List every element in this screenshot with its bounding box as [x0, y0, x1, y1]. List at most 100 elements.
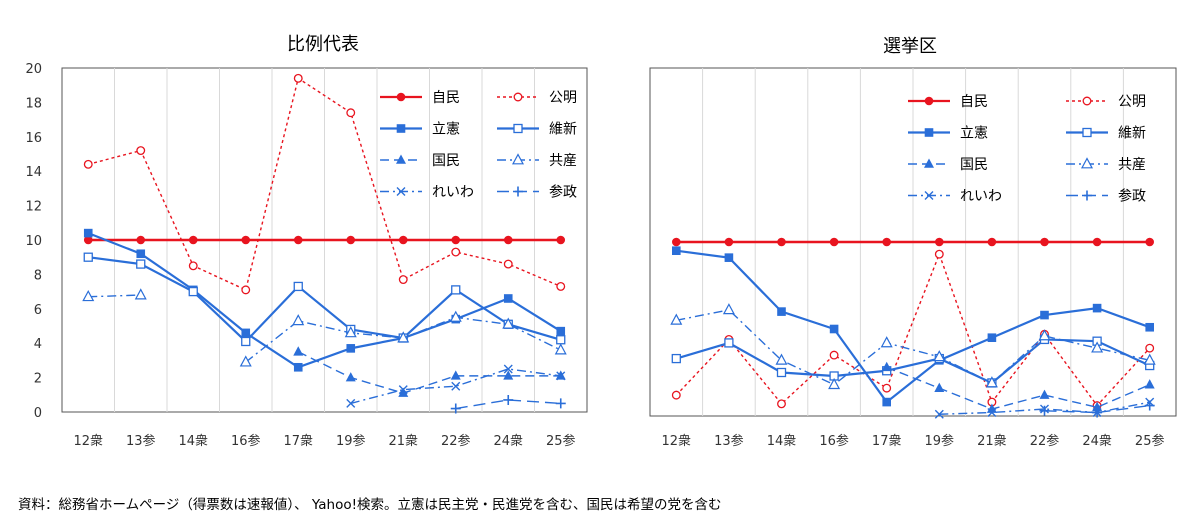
legend-label: 立憲	[432, 121, 460, 138]
data-point	[398, 235, 408, 245]
legend-marker	[513, 186, 523, 197]
legend-marker	[924, 158, 934, 168]
series-自民	[83, 235, 566, 245]
data-point	[934, 249, 944, 259]
legend-marker	[924, 96, 934, 106]
series-公明	[83, 73, 566, 295]
data-point	[1092, 407, 1103, 418]
data-point	[1092, 401, 1103, 412]
data-point	[777, 399, 786, 409]
data-point	[83, 235, 93, 245]
data-point	[828, 377, 841, 390]
legend-label: 自民	[432, 90, 460, 106]
x-tick-label: 22参	[441, 433, 471, 449]
legend-marker	[924, 128, 934, 137]
series-line	[886, 366, 1150, 410]
legend-label: 国民	[432, 153, 460, 169]
legend-item: 公明	[497, 90, 577, 106]
y-tick-label: 20	[25, 62, 42, 77]
data-point	[724, 237, 734, 247]
series-line	[297, 351, 561, 394]
legend-label: 公明	[1118, 94, 1146, 110]
data-point	[503, 294, 513, 303]
data-point	[1143, 353, 1156, 365]
y-tick-label: 18	[25, 96, 42, 111]
series-line	[676, 309, 1150, 386]
data-point	[344, 326, 357, 338]
data-point	[1040, 310, 1049, 320]
legend-label: 共産	[549, 153, 577, 169]
data-point	[882, 397, 891, 407]
data-point	[83, 252, 93, 262]
data-point	[1145, 322, 1154, 332]
data-point	[397, 331, 410, 343]
data-point	[1039, 389, 1050, 399]
legend-label: れいわ	[960, 189, 1002, 205]
data-point	[880, 336, 893, 348]
x-tick-label: 25参	[546, 433, 576, 449]
data-point	[671, 390, 681, 400]
data-point	[451, 285, 461, 295]
legend-item: 参政	[1066, 188, 1146, 205]
data-point	[829, 237, 839, 247]
figure: 比例代表 0 2 4 6 8 10 12 14 16 18 20 12衆 13参 14衆 16参 17衆 19参 2…	[25, 34, 1177, 449]
series-参政	[1039, 400, 1155, 418]
y-tick-label: 2	[34, 372, 42, 387]
data-point	[554, 343, 567, 355]
data-point	[188, 286, 198, 297]
data-point	[935, 237, 944, 247]
data-point	[776, 367, 787, 378]
data-point	[1145, 237, 1154, 247]
data-point	[241, 285, 251, 295]
legend-item: 自民	[380, 90, 460, 106]
data-point	[398, 385, 408, 395]
data-point	[503, 259, 513, 269]
data-point	[451, 381, 461, 391]
data-point	[1092, 237, 1102, 247]
legend-item: 自民	[908, 94, 988, 110]
data-point	[451, 235, 461, 245]
data-point	[722, 303, 735, 315]
data-point	[1091, 341, 1104, 353]
data-point	[451, 247, 461, 257]
x-tick-label: 13参	[714, 433, 744, 449]
data-point	[346, 344, 356, 353]
data-point	[987, 408, 997, 418]
y-tick-label: 4	[34, 337, 42, 352]
series-line	[939, 401, 1150, 415]
data-point	[671, 353, 681, 364]
data-point	[83, 228, 93, 238]
legend-label: 公明	[549, 90, 577, 106]
data-point	[985, 376, 998, 388]
series-自民	[672, 237, 1154, 247]
legend-marker	[513, 123, 523, 134]
data-point	[82, 289, 95, 302]
y-tick-label: 0	[34, 406, 42, 421]
legend-marker	[1080, 157, 1094, 169]
legend-label: 維新	[1118, 126, 1146, 142]
data-point	[398, 275, 408, 285]
series-参政	[450, 394, 566, 414]
data-point	[136, 259, 146, 269]
data-point	[672, 237, 681, 247]
x-tick-label: 14衆	[767, 433, 797, 449]
x-tick-label: 22参	[1030, 433, 1060, 449]
data-point	[239, 355, 252, 367]
data-point	[882, 383, 892, 393]
legend-marker	[1082, 127, 1092, 138]
legend-marker	[396, 154, 406, 164]
series-れいわ	[346, 364, 566, 408]
data-point	[777, 237, 786, 247]
legend-item: 国民	[380, 153, 460, 169]
legend-item: 維新	[1066, 126, 1146, 142]
data-point	[987, 333, 997, 342]
x-tick-label: 12衆	[662, 433, 692, 449]
x-tick-label: 19参	[925, 433, 955, 449]
data-point	[556, 235, 566, 245]
legend-marker	[511, 153, 525, 165]
x-tick-label: 13参	[126, 433, 156, 449]
data-point	[293, 362, 303, 372]
data-point	[503, 364, 513, 374]
